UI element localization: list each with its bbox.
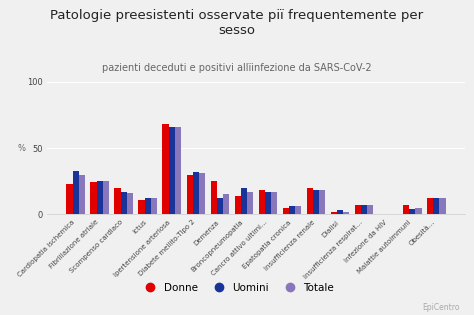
Bar xyxy=(145,198,151,214)
Bar xyxy=(73,170,79,214)
Bar xyxy=(259,190,265,214)
Bar xyxy=(223,194,229,214)
Bar xyxy=(138,200,145,214)
Bar xyxy=(307,188,313,214)
Bar xyxy=(403,205,409,214)
Bar xyxy=(121,192,127,214)
Bar xyxy=(427,198,433,214)
Bar xyxy=(97,181,103,214)
Bar xyxy=(319,190,326,214)
Bar xyxy=(91,182,97,214)
Bar xyxy=(283,208,289,214)
Bar xyxy=(439,198,446,214)
Text: pazienti deceduti e positivi allïinfezione da SARS-CoV-2: pazienti deceduti e positivi allïinfezio… xyxy=(102,63,372,73)
Bar xyxy=(114,188,121,214)
Bar xyxy=(289,206,295,214)
Bar xyxy=(271,192,277,214)
Bar xyxy=(355,205,361,214)
Bar xyxy=(217,198,223,214)
Y-axis label: %: % xyxy=(17,144,25,152)
Bar xyxy=(193,172,199,214)
Bar xyxy=(66,184,73,214)
Bar xyxy=(265,192,271,214)
Bar xyxy=(186,175,193,214)
Bar xyxy=(295,206,301,214)
Legend: Donne, Uomini, Totale: Donne, Uomini, Totale xyxy=(136,279,338,297)
Bar xyxy=(415,208,421,214)
Bar xyxy=(361,205,367,214)
Bar xyxy=(151,198,157,214)
Bar xyxy=(175,127,181,214)
Bar xyxy=(337,210,343,214)
Bar xyxy=(247,192,253,214)
Bar xyxy=(241,188,247,214)
Bar xyxy=(210,181,217,214)
Bar xyxy=(313,190,319,214)
Bar xyxy=(433,198,439,214)
Bar xyxy=(163,124,169,214)
Bar xyxy=(235,196,241,214)
Text: Patologie preesistenti osservate piï frequentemente per
sesso: Patologie preesistenti osservate piï fre… xyxy=(50,9,424,37)
Bar xyxy=(367,205,374,214)
Bar xyxy=(343,212,349,214)
Bar xyxy=(331,212,337,214)
Bar xyxy=(169,127,175,214)
Bar xyxy=(409,209,415,214)
Bar xyxy=(199,173,205,214)
Bar xyxy=(79,175,85,214)
Bar xyxy=(127,193,133,214)
Bar xyxy=(103,181,109,214)
Text: EpiCentro: EpiCentro xyxy=(422,303,460,312)
